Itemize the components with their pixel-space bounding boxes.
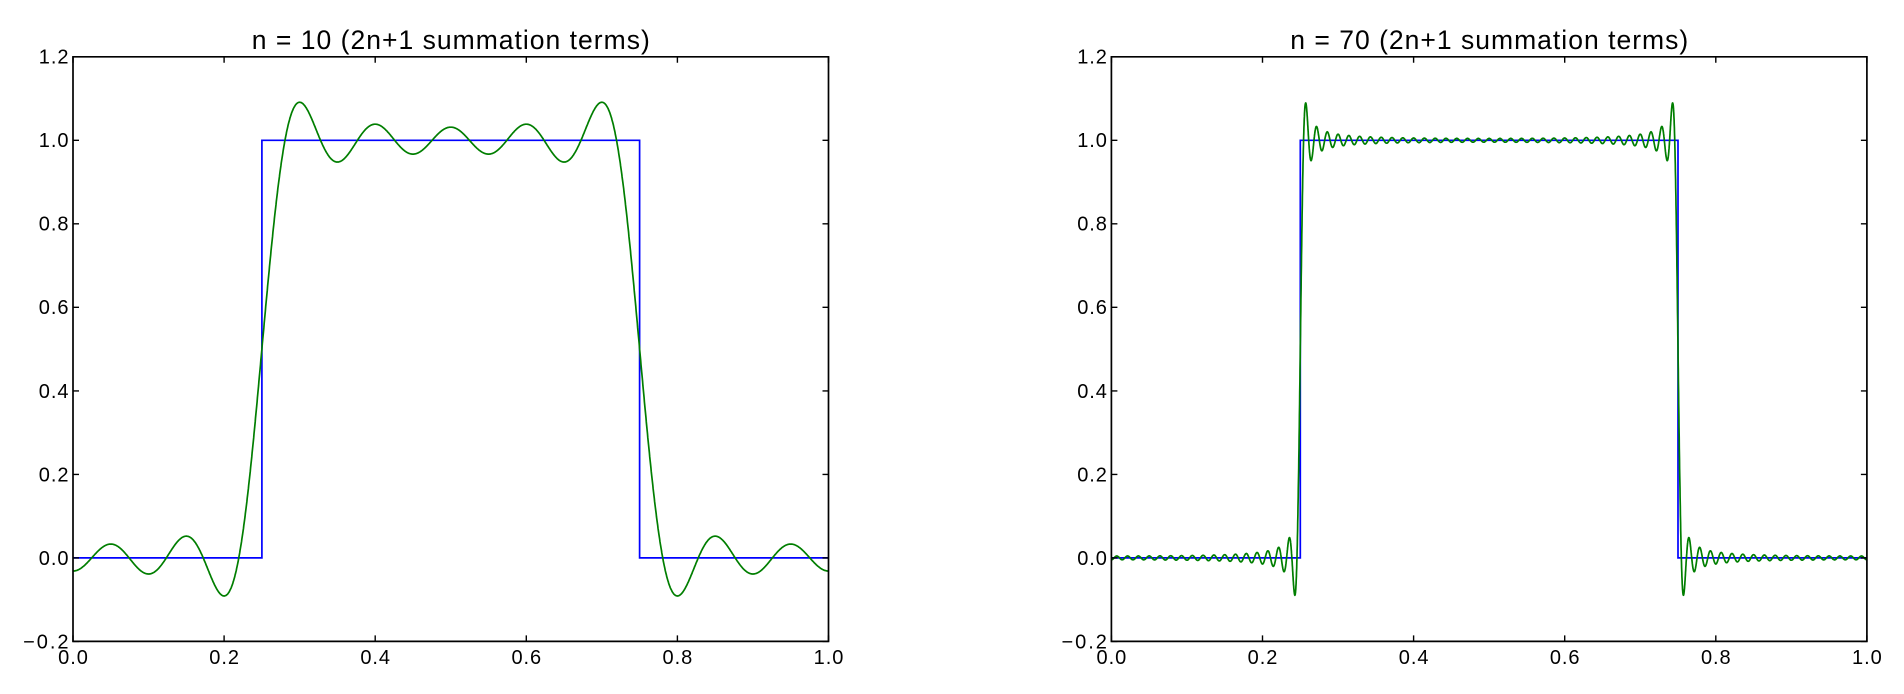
svg-text:0.6: 0.6 (1077, 297, 1107, 319)
svg-text:0.6: 0.6 (511, 647, 541, 669)
svg-text:0.4: 0.4 (1399, 647, 1429, 669)
svg-text:0.8: 0.8 (1077, 214, 1107, 236)
svg-text:−0.2: −0.2 (23, 631, 68, 653)
svg-text:0.2: 0.2 (1077, 464, 1107, 486)
svg-text:0.6: 0.6 (1550, 647, 1580, 669)
svg-text:0.8: 0.8 (663, 647, 693, 669)
svg-text:n = 70 (2n+1 summation terms): n = 70 (2n+1 summation terms) (1290, 25, 1688, 55)
svg-text:n = 10 (2n+1 summation terms): n = 10 (2n+1 summation terms) (252, 25, 650, 55)
svg-text:0.6: 0.6 (39, 297, 69, 319)
svg-text:0.2: 0.2 (209, 647, 239, 669)
svg-text:0.0: 0.0 (1077, 548, 1107, 570)
svg-text:0.0: 0.0 (1097, 647, 1127, 669)
svg-text:0.2: 0.2 (39, 464, 69, 486)
svg-text:0.0: 0.0 (39, 548, 69, 570)
svg-text:1.0: 1.0 (814, 647, 844, 669)
svg-text:0.4: 0.4 (39, 381, 69, 403)
svg-text:1.0: 1.0 (1077, 130, 1107, 152)
svg-text:0.4: 0.4 (360, 647, 390, 669)
svg-text:0.4: 0.4 (1077, 381, 1107, 403)
svg-text:1.2: 1.2 (1077, 47, 1107, 69)
svg-text:1.2: 1.2 (39, 47, 69, 69)
svg-text:−0.2: −0.2 (1062, 631, 1107, 653)
svg-text:0.8: 0.8 (39, 214, 69, 236)
svg-text:0.0: 0.0 (58, 647, 88, 669)
svg-text:0.2: 0.2 (1248, 647, 1278, 669)
svg-text:1.0: 1.0 (39, 130, 69, 152)
svg-text:0.8: 0.8 (1701, 647, 1731, 669)
svg-text:1.0: 1.0 (1852, 647, 1882, 669)
